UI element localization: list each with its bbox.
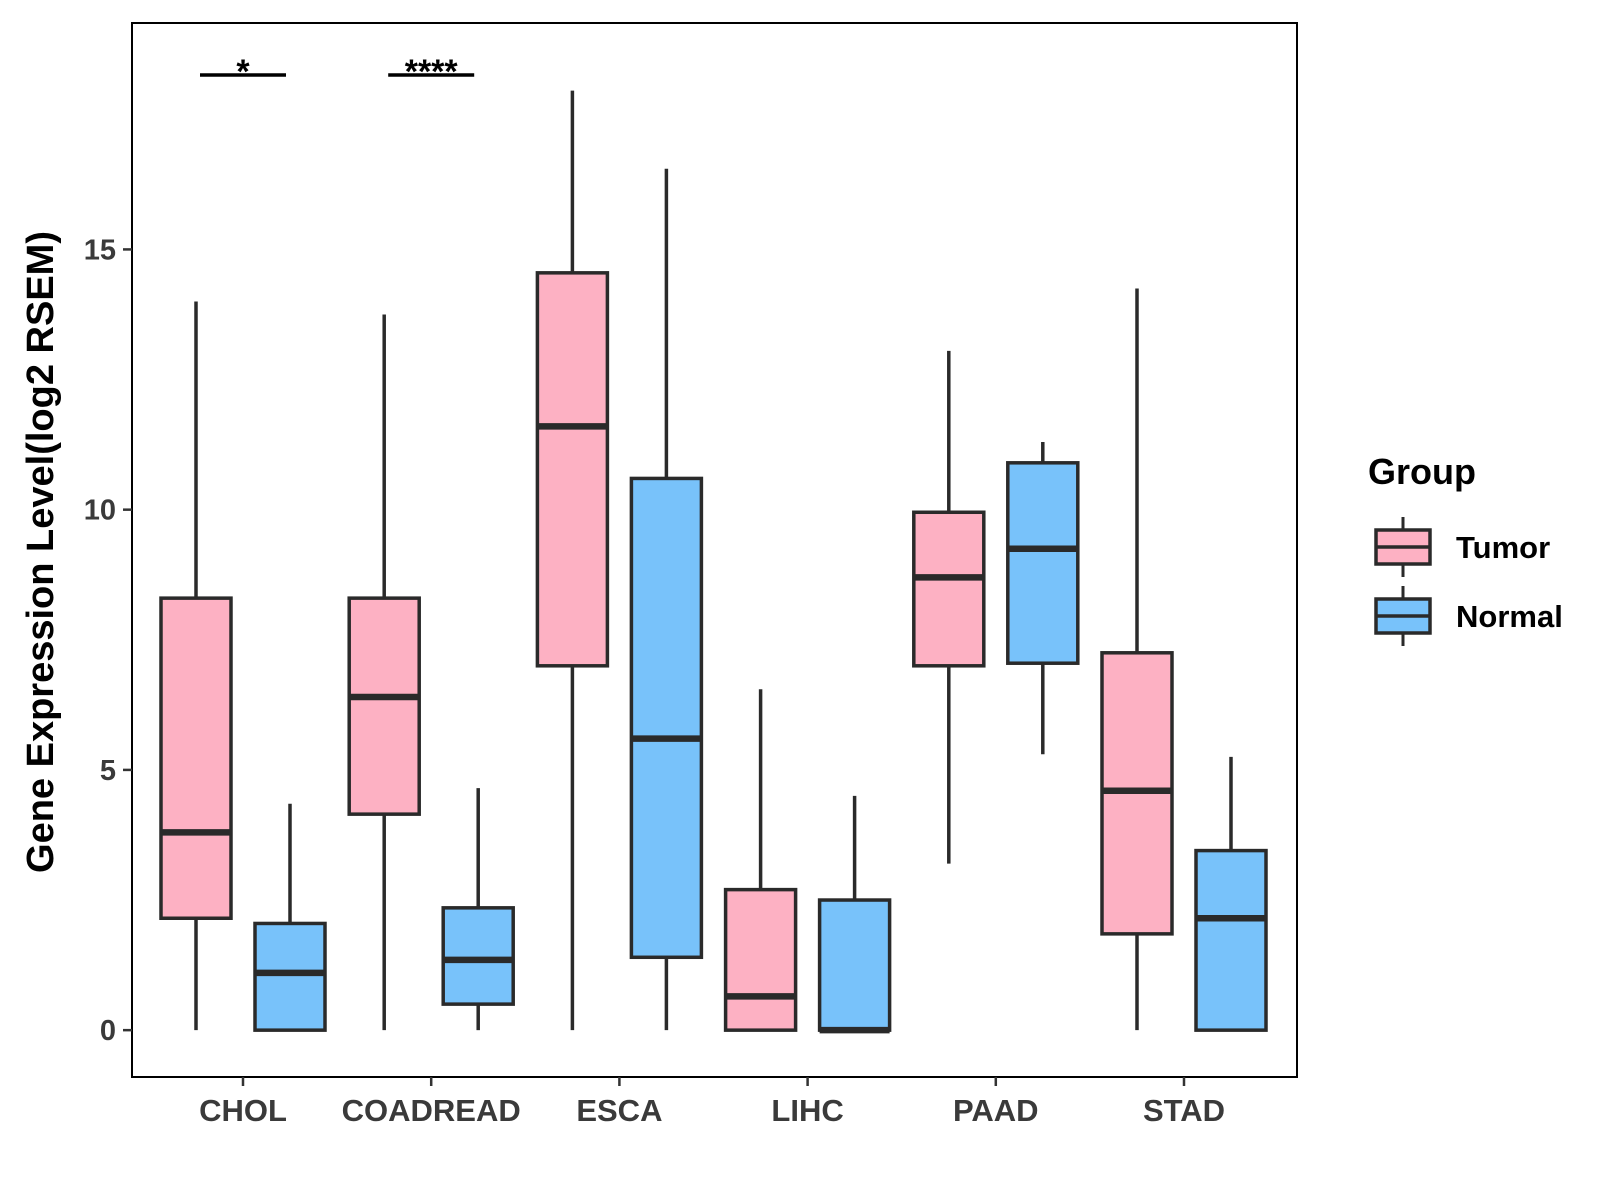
x-tick-label: ESCA [576,1093,662,1128]
plot-panel [131,22,1298,1078]
y-axis-label: Gene Expression Level(log2 RSEM) [20,231,62,873]
x-tick-label: LIHC [771,1093,843,1128]
box-normal-paad [1006,441,1080,755]
annotation-chol: * [200,53,286,91]
y-tick-label: 10 [84,495,116,527]
x-tick-label: COADREAD [342,1093,521,1128]
box-body [347,596,421,816]
x-tick-label: PAAD [953,1093,1039,1128]
box-body [723,887,798,1032]
box-tumor-esca [535,90,610,1031]
box-tumor-coadread [347,314,421,1031]
boxes [159,90,1268,1034]
box-tumor-lihc [723,689,798,1032]
box-tumor-stad [1100,288,1174,1031]
y-axis: 0 5 10 15 [84,234,132,1047]
x-axis: CHOL COADREAD ESCA LIHC PAAD STAD [199,1077,1225,1128]
box-body [159,596,233,920]
legend-label: Tumor [1456,530,1550,565]
box-normal-chol [253,803,327,1032]
box-body [253,921,327,1032]
y-tick-label: 15 [84,234,116,266]
x-tick-label: STAD [1143,1093,1225,1128]
legend-item-tumor: Tumor [1374,517,1550,577]
significance-label: **** [405,53,459,91]
significance-annotations: * **** [200,53,475,91]
panel-border [131,22,1298,1078]
box-tumor-paad [912,350,986,864]
box-normal-esca [629,168,704,1031]
box-normal-stad [1194,756,1268,1032]
box-tumor-chol [159,301,233,1031]
box-body [1194,848,1268,1032]
box-body [441,906,515,1006]
box-body [629,476,704,960]
legend: Group Tumor Normal [1368,451,1563,646]
y-tick-label: 0 [100,1015,116,1047]
x-tick-label: CHOL [199,1093,287,1128]
significance-label: * [236,53,250,91]
box-body [1006,461,1080,665]
box-body [817,898,892,1032]
legend-title: Group [1368,451,1476,492]
box-body [912,510,986,668]
legend-item-normal: Normal [1374,586,1563,646]
legend-label: Normal [1456,599,1563,634]
box-body [535,271,610,668]
box-normal-coadread [441,788,515,1031]
y-tick-label: 5 [100,755,116,787]
legend-items: Tumor Normal [1374,517,1563,646]
box-normal-lihc [817,795,892,1034]
annotation-coadread: **** [388,53,475,91]
